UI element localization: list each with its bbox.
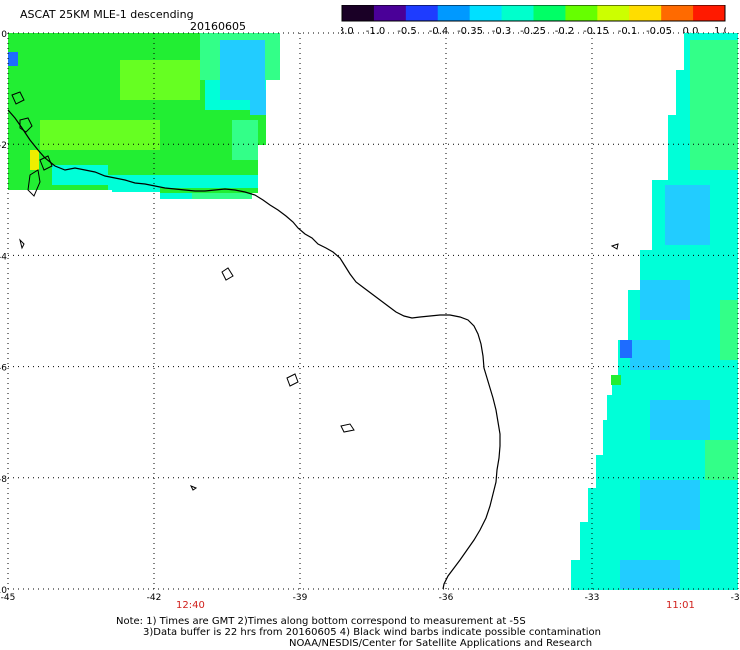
right-swath-cell (620, 560, 680, 589)
left-swath-cell (30, 150, 39, 170)
right-swath-cell (611, 375, 621, 385)
color-scale-cell (373, 5, 407, 21)
color-scale-label: -0.4 (429, 26, 449, 37)
axis-labels: 0 -2 -4 -6 -8 -10-45 -42 -39 -36 -33 -30 (0, 30, 740, 600)
right-swath-cell (690, 40, 738, 170)
note-line-2: 3)Data buffer is 22 hrs from 20160605 4)… (143, 627, 601, 638)
color-scale-cell (501, 5, 534, 21)
longitude-label: -45 (1, 593, 16, 600)
left-swath-cell (40, 120, 160, 150)
color-scale-cells (341, 5, 726, 22)
color-scale-cell (437, 5, 471, 21)
island-outline (221, 267, 234, 281)
longitude-label: -33 (585, 593, 600, 600)
color-scale-label: -3.0 (341, 26, 354, 37)
latitude-label: -8 (0, 475, 7, 485)
lat-lon-grid (7, 32, 739, 590)
color-scale-label: 1.0 (714, 26, 726, 37)
color-scale-label: -0.5 (397, 26, 417, 37)
longitude-label: -42 (147, 593, 162, 600)
right-swath-cell (720, 300, 738, 360)
product-title: ASCAT 25KM MLE-1 descending (20, 8, 194, 21)
latitude-label: -2 (0, 141, 7, 151)
coastline (7, 91, 619, 590)
delta-island (19, 117, 33, 133)
color-scale-label: -1.0 (366, 26, 386, 37)
left-swath-cell (120, 60, 200, 100)
left-swath-cell (232, 120, 258, 160)
right-swath-cell (650, 400, 710, 440)
delta-island (19, 238, 25, 250)
right-swath-cell (630, 340, 670, 370)
left-swath-cell (8, 52, 18, 66)
longitude-label: -30 (731, 593, 740, 600)
note-line-3: NOAA/NESDIS/Center for Satellite Applica… (289, 638, 593, 649)
latitude-label: 0 (1, 30, 7, 40)
color-scale-bar: -3.0-1.0-0.5-0.4-0.35-0.3-0.25-0.2-0.15-… (341, 5, 726, 37)
product-date: 20160605 (190, 20, 246, 33)
right-swath-cell (640, 480, 700, 530)
color-scale-label: -0.3 (492, 26, 512, 37)
longitude-label: -36 (439, 593, 454, 600)
right-swath-cell (665, 185, 710, 245)
left-swath-cell (108, 175, 258, 190)
note-line-1: Note: 1) Times are GMT 2)Times along bot… (116, 616, 526, 627)
color-scale-label: -0.05 (646, 26, 672, 37)
left-swath-cell (250, 90, 266, 115)
latitude-label: -10 (0, 586, 7, 596)
island-outline (286, 373, 299, 387)
color-scale-cell (597, 5, 630, 21)
color-scale-cell (565, 5, 598, 21)
left-swath-cell (192, 193, 252, 199)
color-scale-frame (341, 5, 726, 22)
color-scale-cell (693, 5, 726, 21)
latitude-label: -6 (0, 364, 7, 374)
color-scale-label: -0.1 (618, 26, 638, 37)
island-outline (189, 485, 198, 491)
color-scale-cell (661, 5, 694, 21)
left-swath-cell (112, 188, 160, 192)
color-scale-cell (533, 5, 566, 21)
right-swath-cell (705, 440, 738, 480)
right-swath-cell (620, 340, 632, 358)
delta-island (27, 169, 41, 197)
scatterometer-swaths (8, 33, 738, 590)
color-scale-label: -0.25 (520, 26, 546, 37)
color-scale-label: -0.2 (555, 26, 575, 37)
delta-island (39, 155, 53, 171)
color-scale-label: 0.0 (683, 26, 699, 37)
pass-time-left: 12:40 (176, 600, 205, 611)
pass-time-right: 11:01 (666, 600, 695, 611)
island-outline (610, 243, 619, 250)
color-scale-labels: -3.0-1.0-0.5-0.4-0.35-0.3-0.25-0.2-0.15-… (341, 26, 726, 37)
color-scale-cell (342, 5, 375, 21)
delta-island (11, 91, 25, 105)
island-outline (340, 423, 355, 433)
left-swath-cell (160, 193, 192, 199)
wind-map: 0 -2 -4 -6 -8 -10-45 -42 -39 -36 -33 -30 (0, 30, 740, 600)
latitude-label: -4 (0, 252, 7, 262)
color-scale-cell (405, 5, 439, 21)
color-scale-label: -0.15 (583, 26, 609, 37)
right-swath-cell (612, 375, 738, 395)
coastline-path (7, 109, 501, 590)
color-scale-cell (469, 5, 503, 21)
color-scale-label: -0.35 (457, 26, 483, 37)
longitude-label: -39 (293, 593, 308, 600)
color-scale-cell (629, 5, 662, 21)
right-swath-cell (640, 280, 690, 320)
